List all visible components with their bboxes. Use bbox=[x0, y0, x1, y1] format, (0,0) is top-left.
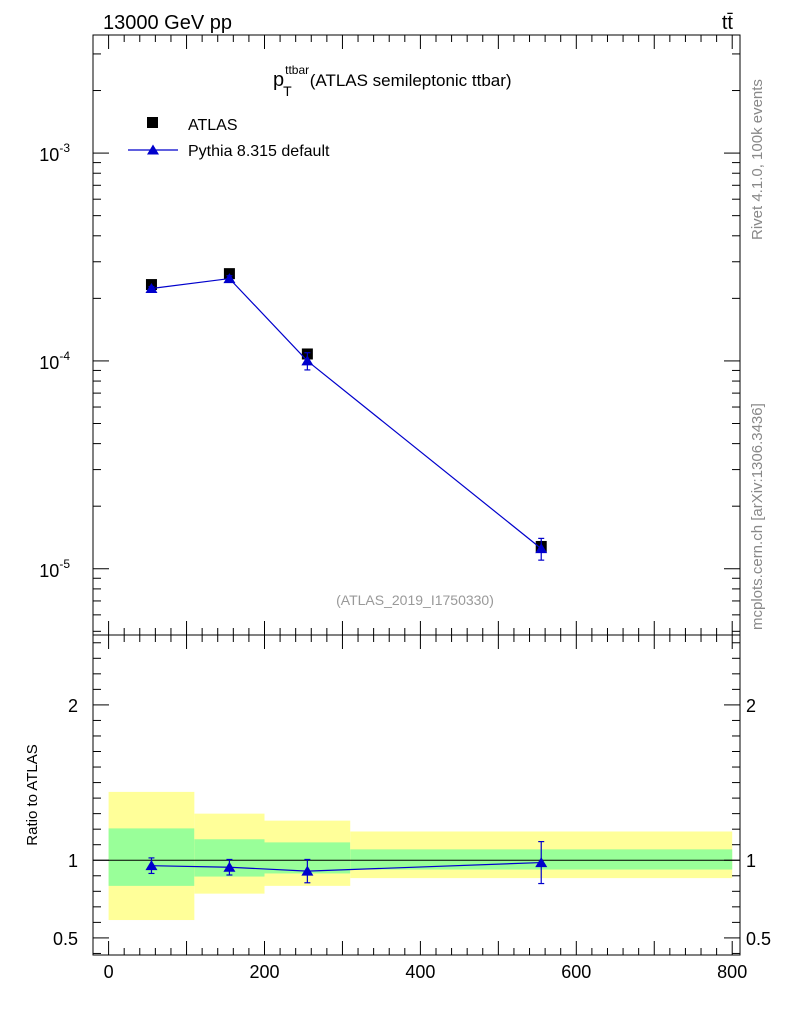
ratio-y-tick-label: 1 bbox=[68, 851, 78, 871]
ratio-axes: 0.5 0.5 1 1 2 2 0 200 400 600 800 bbox=[53, 635, 771, 982]
pythia-line bbox=[151, 277, 542, 550]
energy-label: 13000 GeV pp bbox=[103, 12, 232, 34]
main-y-tick-base: 10 bbox=[39, 561, 59, 581]
legend-atlas-marker bbox=[147, 117, 158, 128]
pythia-data-point bbox=[145, 283, 158, 294]
pythia-data-point bbox=[223, 273, 236, 284]
rivet-version-text: Rivet 4.1.0, 100k events bbox=[749, 79, 766, 240]
process-label: tt̄ bbox=[722, 12, 734, 34]
main-y-tick-label: 10-4 bbox=[39, 349, 70, 373]
ratio-y-tick-label-right: 2 bbox=[746, 696, 756, 716]
pythia-data-point bbox=[535, 543, 548, 554]
legend: ATLAS Pythia 8.315 default bbox=[128, 117, 330, 160]
main-y-tick-exponent: -5 bbox=[59, 557, 70, 571]
legend-pythia-marker bbox=[147, 144, 159, 155]
legend-atlas-label: ATLAS bbox=[188, 117, 238, 134]
x-tick-label: 0 bbox=[104, 962, 114, 982]
plot-title: pttbar T (ATLAS semileptonic ttbar) bbox=[273, 63, 512, 99]
main-y-tick-exponent: -4 bbox=[59, 349, 70, 363]
ratio-data-point bbox=[301, 865, 314, 876]
ratio-y-tick-label: 2 bbox=[68, 696, 78, 716]
x-tick-label: 200 bbox=[249, 962, 279, 982]
ratio-y-tick-label: 0.5 bbox=[53, 929, 78, 949]
main-y-tick-label: 10-5 bbox=[39, 557, 70, 581]
ratio-data-point bbox=[535, 857, 548, 868]
ratio-data-point bbox=[145, 860, 158, 871]
ratio-y-tick-label-right: 0.5 bbox=[746, 929, 771, 949]
analysis-watermark: (ATLAS_2019_I1750330) bbox=[336, 592, 494, 608]
main-y-tick-base: 10 bbox=[39, 353, 59, 373]
ratio-y-tick-label-right: 1 bbox=[746, 851, 756, 871]
x-tick-label: 600 bbox=[561, 962, 591, 982]
plot-title-superscript: ttbar bbox=[285, 63, 309, 77]
main-y-tick-label: 10-3 bbox=[39, 141, 70, 165]
main-marks bbox=[145, 268, 548, 561]
pythia-data-point bbox=[301, 355, 314, 366]
mcplots-credit-text: mcplots.cern.ch [arXiv:1306.3436] bbox=[749, 403, 766, 630]
x-tick-label: 800 bbox=[717, 962, 747, 982]
main-y-tick-exponent: -3 bbox=[59, 141, 70, 155]
ratio-ylabel: Ratio to ATLAS bbox=[24, 744, 41, 845]
legend-pythia-label: Pythia 8.315 default bbox=[188, 143, 330, 160]
ratio-pythia-line bbox=[151, 861, 542, 872]
plot-title-subscript: T bbox=[283, 83, 292, 99]
ratio-panel-frame bbox=[92, 634, 741, 956]
main-axes: 10-510-410-3 bbox=[39, 35, 740, 635]
ratio-marks bbox=[145, 841, 548, 885]
plot-title-symbol: p bbox=[273, 69, 284, 91]
ratio-bands bbox=[108, 791, 733, 921]
main-y-tick-base: 10 bbox=[39, 145, 59, 165]
ratio-data-point bbox=[223, 861, 236, 872]
plot-title-description: (ATLAS semileptonic ttbar) bbox=[310, 71, 512, 90]
x-tick-label: 400 bbox=[405, 962, 435, 982]
ratio-inner-band bbox=[108, 828, 195, 886]
